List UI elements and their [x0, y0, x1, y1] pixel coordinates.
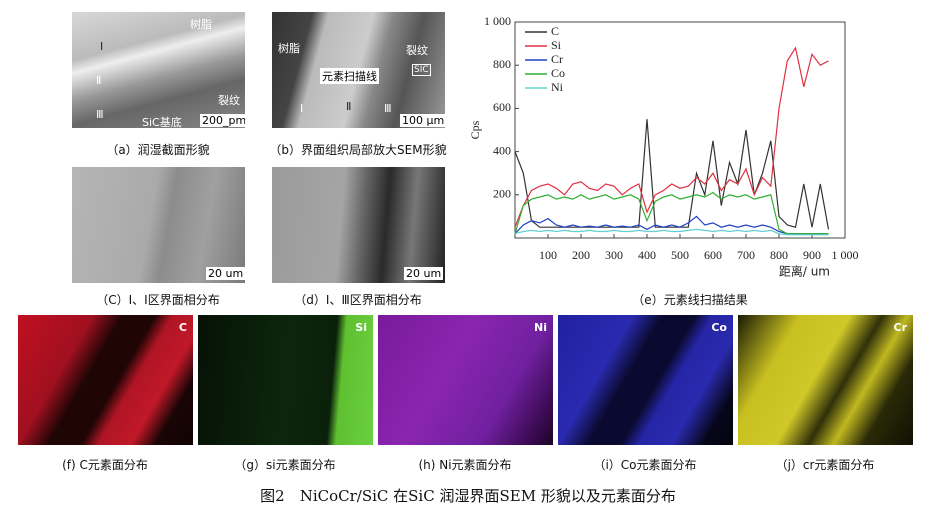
panel-caption: （a）润湿截面形貌: [106, 143, 210, 157]
element-map: Co: [558, 315, 733, 445]
series-line: [514, 46, 829, 228]
panel-label: Ⅱ: [96, 74, 102, 87]
series-line: [514, 119, 830, 230]
y-tick-label: 200: [493, 187, 511, 201]
map-label: Co: [711, 321, 727, 334]
x-tick-label: 300: [605, 248, 623, 262]
element-map: C: [18, 315, 193, 445]
scale-bar: 20 um: [206, 267, 245, 280]
panel-label: 树脂: [278, 42, 300, 55]
legend-label: Ni: [551, 80, 564, 94]
panel-label: 元素扫描线: [320, 68, 379, 84]
figure-caption: 图2 NiCoCr/SiC 在SiC 润湿界面SEM 形貌以及元素面分布: [260, 487, 676, 505]
panel-caption: （d）Ⅰ、Ⅲ区界面相分布: [294, 293, 422, 307]
panel-label: SiC基底: [142, 116, 182, 128]
panel-caption: （C）Ⅰ、Ⅰ区界面相分布: [96, 293, 220, 307]
y-axis-label: Cps: [468, 120, 482, 139]
chart-caption: （e）元素线扫描结果: [632, 293, 748, 307]
panel-label: Ⅱ: [346, 100, 352, 113]
map-label: C: [178, 321, 187, 334]
sem-image: 20 um: [72, 167, 245, 283]
x-tick-label: 600: [704, 248, 722, 262]
sem-image: 20 um: [272, 167, 445, 283]
map-label: Si: [355, 321, 367, 334]
panel-label: Ⅰ: [100, 40, 104, 53]
sem-image: 树脂 裂纹 元素扫描线 SIC Ⅰ Ⅱ Ⅲ 100 μm: [272, 12, 445, 128]
panel-label: 裂纹: [406, 44, 428, 57]
legend-label: C: [551, 24, 559, 38]
x-tick-label: 900: [803, 248, 821, 262]
x-tick-label: 200: [572, 248, 590, 262]
x-axis-label: 距离/ um: [779, 264, 830, 279]
x-tick-label: 400: [638, 248, 656, 262]
series-line: [514, 228, 829, 236]
y-tick-label: 400: [493, 143, 511, 157]
panel-label: Ⅰ: [300, 102, 304, 115]
legend-label: Si: [551, 38, 562, 52]
x-tick-label: 800: [770, 248, 788, 262]
scale-bar: 20 um: [404, 267, 444, 280]
map-label: Cr: [893, 321, 908, 334]
legend-label: Co: [551, 66, 565, 80]
panel-label: Ⅲ: [384, 102, 392, 115]
map-caption: （g）si元素面分布: [234, 458, 336, 472]
panel-caption: （b）界面组织局部放大SEM形貌: [269, 143, 447, 157]
panel-label: Ⅲ: [96, 108, 104, 121]
y-tick-label: 1 000: [484, 14, 511, 28]
x-tick-label: 700: [737, 248, 755, 262]
panel-label: SIC: [412, 64, 431, 76]
y-tick-label: 800: [493, 57, 511, 71]
element-map: Cr: [738, 315, 913, 445]
x-tick-label: 100: [539, 248, 557, 262]
legend-label: Cr: [551, 52, 563, 66]
map-label: Ni: [534, 321, 547, 334]
scale-bar: 200_pm: [200, 114, 245, 127]
map-caption: （i）Co元素面分布: [593, 458, 697, 472]
series-line: [514, 215, 829, 235]
scale-bar: 100 μm: [400, 114, 445, 127]
map-caption: （j）cr元素面分布: [775, 458, 875, 472]
x-tick-label: 500: [671, 248, 689, 262]
map-caption: (h) Ni元素面分布: [418, 458, 512, 472]
plot-frame: [514, 21, 846, 239]
y-tick-label: 600: [493, 100, 511, 114]
series-line: [514, 191, 829, 235]
x-tick-label: 1 000: [832, 248, 859, 262]
element-map: Ni: [378, 315, 553, 445]
map-caption: (f) C元素面分布: [62, 458, 148, 472]
element-map: Si: [198, 315, 373, 445]
panel-label: 裂纹: [218, 94, 240, 107]
panel-label: 树脂: [190, 18, 212, 31]
sem-image: 树脂 Ⅰ Ⅱ Ⅲ 裂纹 SiC基底 200_pm: [72, 12, 245, 128]
